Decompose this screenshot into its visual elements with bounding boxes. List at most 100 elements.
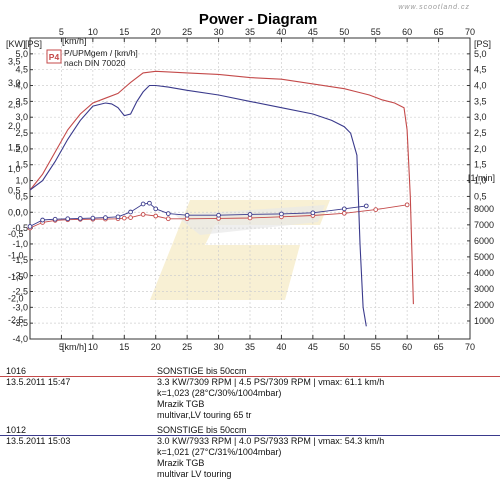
rpm-point-run-2 (40, 217, 45, 223)
x-axis-top: 5 10 15 20 25 30 35 40 45 50 55 60 65 70 (29, 27, 475, 42)
ps-tick-label-left: 2,0 (15, 144, 28, 154)
rpm-point-run-2 (216, 212, 221, 218)
rpm-point-run-2 (77, 216, 83, 221)
ps-tick-label-left: 5,0 (15, 49, 28, 59)
ps-tick-label-left: -4,0 (12, 334, 28, 344)
x-tick-label-top: 20 (151, 27, 161, 37)
rpm-point-run-1 (373, 207, 379, 212)
kw-tick-label: 1,5 (8, 143, 21, 153)
run-vehicle-class: SONSTIGE bis 50ccm (157, 425, 247, 435)
chart-title: Power - Diagram (199, 11, 317, 28)
run-date: 13.5.2011 15:03 (6, 436, 71, 446)
kw-tick-label: 0,5 (8, 186, 21, 196)
x-tick-label-top: 50 (339, 27, 349, 37)
ps-axis-left-label: [PS] (25, 39, 42, 49)
ps-tick-label-right: 3,5 (474, 96, 487, 106)
rpm-point-run-1 (341, 210, 347, 216)
ps-tick-label-right: 4,5 (474, 65, 487, 75)
x-tick-label-bottom: 15 (119, 342, 129, 352)
ps-tick-label-left: -1,0 (12, 239, 28, 249)
rpm-point-run-2 (165, 211, 171, 216)
rpm-tick-label: 4000 (474, 268, 494, 278)
x-tick-label-top: 70 (465, 27, 475, 37)
ps-tick-label-left: 4,0 (15, 81, 28, 91)
rpm-point-run-2 (103, 215, 108, 220)
x-tick-label-bottom: 35 (245, 342, 255, 352)
ps-tick-label-left: -3,5 (12, 318, 28, 328)
ps-tick-label-left: -0,5 (12, 223, 28, 233)
rpm-point-run-2 (52, 216, 58, 222)
kw-tick-label: 3,5 (8, 56, 21, 66)
rpm-point-run-2 (363, 203, 369, 209)
kw-tick-label: 3,0 (8, 78, 21, 88)
ps-axis-right: 5,0 4,5 4,0 3,5 3,0 2,5 2,0 1,5 1,0 0,5 (467, 49, 487, 201)
legend-badge-box (46, 49, 62, 64)
x-tick-label-top: 45 (308, 27, 318, 37)
x-tick-label-bottom: 25 (182, 342, 192, 352)
x-tick-label-bottom: 60 (402, 342, 412, 352)
x-axis-top-label: [km/h] (62, 36, 87, 46)
run-setup: multivar LV touring (157, 469, 232, 479)
x-tick-label-top: 35 (245, 27, 255, 37)
ps-tick-label-right: 4,0 (474, 81, 487, 91)
rpm-tick-label: 6000 (474, 236, 494, 246)
rpm-point-run-1 (153, 213, 159, 219)
kw-tick-label: -0,5 (8, 229, 24, 239)
kw-tick-label: 2,5 (8, 100, 21, 110)
run-owner: Mrazik TGB (157, 399, 205, 409)
run-date: 13.5.2011 15:47 (6, 377, 71, 387)
x-tick-label-bottom: 45 (308, 342, 318, 352)
rpm-point-run-2 (279, 211, 284, 217)
run-power-summary: 3.0 KW/7933 RPM | 4.0 PS/7933 RPM | vmax… (157, 436, 385, 446)
x-axis-bottom: 5 10 15 20 25 30 35 40 45 50 55 60 65 70 (29, 335, 475, 352)
ps-tick-label-left: 3,5 (15, 96, 28, 106)
ps-tick-label-left: 0,0 (15, 207, 28, 217)
run-correction: k=1,021 (27°C/31%/1004mbar) (157, 447, 282, 457)
rpm-point-run-2 (310, 210, 316, 216)
rpm-point-run-1 (121, 215, 127, 221)
rpm-tick-label: 1000 (474, 316, 494, 326)
run-power-summary: 3.3 KW/7309 RPM | 4.5 PS/7309 RPM | vmax… (157, 377, 385, 387)
x-tick-label-bottom: 40 (276, 342, 286, 352)
ps-tick-label-left: 1,5 (15, 160, 28, 170)
run-id: 1012 (6, 425, 27, 435)
rpm-point-run-2 (184, 212, 190, 218)
x-tick-label-bottom: 30 (214, 342, 224, 352)
run-setup: multivar,LV touring 65 tr (157, 410, 252, 420)
ps-tick-label-left: -2,0 (12, 271, 28, 281)
rpm-axis-label: [1/min] (468, 173, 495, 183)
kw-tick-label: -1,5 (8, 272, 24, 282)
kw-axis-label: [KW] (6, 39, 26, 49)
legend-line-1: P/UPMgem / [km/h] (64, 48, 138, 58)
chart-legend: P4 P/UPMgem / [km/h] nach DIN 70020 (46, 48, 138, 68)
ps-tick-label-right: 3,0 (474, 112, 487, 122)
ps-tick-label-left: -2,5 (12, 286, 28, 296)
rpm-point-run-2 (247, 212, 253, 217)
x-axis-bottom-label: [km/h] (62, 342, 87, 352)
rpm-tick-label: 2000 (474, 300, 494, 310)
ps-tick-label-right: 5,0 (474, 49, 487, 59)
ps-tick-label-left: 4,5 (15, 65, 28, 75)
run-details: 3.3 KW/7309 RPM | 4.5 PS/7309 RPM | vmax… (157, 377, 384, 421)
x-tick-label-bottom: 5 (59, 342, 64, 352)
x-tick-label-bottom: 70 (465, 342, 475, 352)
rpm-point-run-2 (27, 224, 33, 229)
x-tick-label-top: 55 (371, 27, 381, 37)
ps-tick-label-left: 1,0 (15, 176, 28, 186)
rpm-point-run-2 (140, 201, 146, 207)
x-tick-label-bottom: 10 (88, 342, 98, 352)
run-color-rule (0, 435, 500, 436)
x-tick-label-top: 65 (434, 27, 444, 37)
run-id: 1016 (6, 366, 27, 376)
rpm-tick-label: 5000 (474, 252, 494, 262)
kw-tick-label: 1,0 (8, 164, 21, 174)
rpm-point-run-2 (90, 215, 96, 221)
x-tick-label-bottom: 20 (151, 342, 161, 352)
ps-axis-right-label: [PS] (474, 39, 491, 49)
run-correction: k=1,023 (28°C/30%/1004mbar) (157, 388, 282, 398)
x-tick-label-top: 10 (88, 27, 98, 37)
rpm-tick-label: 8000 (474, 204, 494, 214)
rpm-point-run-2 (128, 209, 133, 215)
legend-badge: P4 (49, 52, 60, 62)
rpm-point-run-1 (140, 212, 146, 217)
